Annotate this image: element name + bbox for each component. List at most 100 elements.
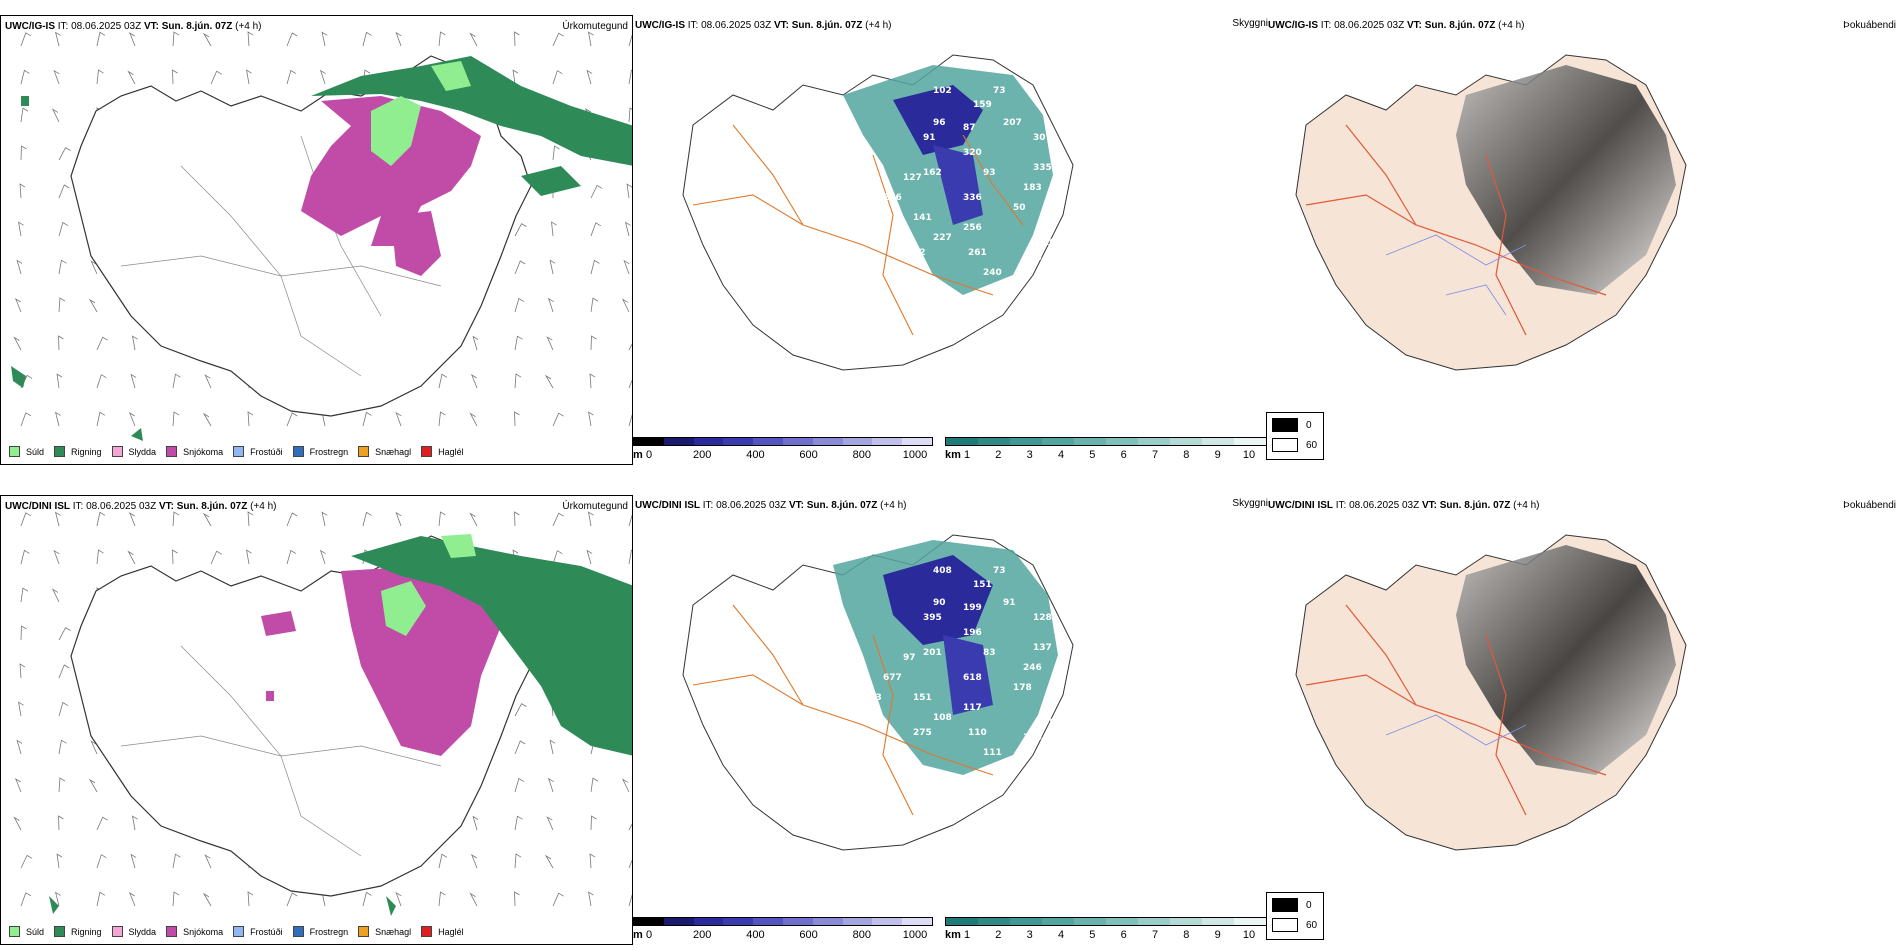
wind-barb bbox=[202, 32, 212, 47]
colorbar-swatch bbox=[693, 438, 724, 445]
map-number-label: 98 bbox=[1043, 718, 1056, 728]
fog-legend-label: 60 bbox=[1306, 919, 1318, 931]
wind-barb bbox=[362, 511, 372, 527]
wind-barb bbox=[58, 777, 66, 793]
wind-barb bbox=[514, 891, 520, 907]
colorbar-tick-label: 6 bbox=[1120, 449, 1127, 461]
colorbar-swatch bbox=[1010, 918, 1042, 925]
wind-barb bbox=[16, 739, 23, 755]
colorbar-swatch bbox=[1138, 438, 1170, 445]
map-number-label: 246 bbox=[1023, 663, 1042, 673]
fog-panel-row1: UWC/IG-IS IT: 08.06.2025 03Z VT: Sun. 8.… bbox=[1266, 15, 1900, 465]
legend-label: Haglél bbox=[438, 446, 464, 457]
map-number-label: 128 bbox=[1033, 613, 1052, 623]
wind-barb bbox=[96, 31, 106, 47]
model-name: UWC/IG-IS bbox=[5, 21, 55, 32]
wind-barb bbox=[472, 815, 479, 831]
precip-type-map-row1 bbox=[11, 31, 632, 441]
colorbar-swatch bbox=[723, 918, 754, 925]
colorbar-tick-label: 200 bbox=[693, 449, 712, 461]
wind-barb bbox=[628, 859, 632, 869]
colorbar-swatch bbox=[812, 438, 843, 445]
wind-barb bbox=[362, 411, 372, 427]
wind-barb bbox=[321, 31, 328, 47]
legend-label: Frostúði bbox=[250, 926, 283, 937]
legend-label: Snæhagl bbox=[375, 446, 412, 457]
wind-barb bbox=[56, 373, 63, 389]
map-number-label: 50 bbox=[1013, 203, 1026, 213]
wind-barb bbox=[590, 297, 599, 313]
elevation-colorbar-row1: m 0 200 400 600 800 1000 bbox=[633, 437, 933, 463]
map-number-label: 240 bbox=[983, 268, 1002, 278]
map-number-label: 151 bbox=[973, 580, 992, 590]
it-value: 08.06.2025 03Z bbox=[86, 501, 157, 512]
fog-map-row1 bbox=[1295, 54, 1687, 371]
wind-barb bbox=[514, 223, 527, 237]
colorbar-swatch bbox=[634, 918, 664, 925]
colorbar-swatch bbox=[1042, 438, 1074, 445]
map-number-label: 336 bbox=[963, 193, 982, 203]
roads bbox=[692, 124, 1024, 336]
wind-barb bbox=[19, 183, 26, 199]
fog-legend-label: 0 bbox=[1306, 899, 1312, 911]
wind-barb bbox=[621, 778, 630, 793]
legend-swatch bbox=[292, 926, 304, 937]
colorbar-tick-label: 8 bbox=[1183, 929, 1190, 941]
legend-swatch bbox=[166, 926, 178, 937]
wind-barb bbox=[54, 411, 61, 427]
map-number-label: 127 bbox=[903, 173, 922, 183]
it-label: IT: bbox=[1335, 500, 1347, 511]
fog-area bbox=[1456, 545, 1676, 775]
wind-barb bbox=[127, 70, 136, 85]
colorbar-swatch bbox=[1202, 438, 1234, 445]
it-value: 08.06.2025 03Z bbox=[701, 20, 772, 31]
legend-label: Súld bbox=[26, 926, 45, 937]
colorbar-tick-label: 3 bbox=[1026, 929, 1033, 941]
legend-swatch bbox=[358, 926, 370, 937]
wind-barb bbox=[438, 31, 446, 47]
vt-value: Sun. 8.jún. 07Z bbox=[176, 501, 248, 512]
colorbar-tick-label: 800 bbox=[852, 929, 871, 941]
snow-area bbox=[261, 566, 501, 756]
wind-barb bbox=[286, 32, 298, 47]
colorbar-swatch bbox=[1010, 438, 1042, 445]
wind-barb bbox=[58, 259, 67, 275]
wind-barb bbox=[514, 853, 522, 869]
visibility-colorbar-row1: km 1 2 3 4 5 6 7 8 9 10 bbox=[945, 437, 1267, 463]
map-number-label: 395 bbox=[923, 613, 942, 623]
wind-barb bbox=[172, 891, 180, 907]
wind-barb bbox=[438, 853, 448, 869]
legend-swatch bbox=[111, 926, 123, 937]
snow-area bbox=[301, 96, 481, 276]
wind-barb bbox=[132, 815, 138, 831]
colorbar-unit: m bbox=[633, 449, 643, 461]
wind-barb bbox=[246, 69, 252, 85]
it-label: IT: bbox=[57, 21, 69, 32]
header-row1-vis: UWC/IG-IS IT: 08.06.2025 03Z VT: Sun. 8.… bbox=[635, 20, 892, 32]
it-label: IT: bbox=[1320, 20, 1332, 31]
map-number-label: 275 bbox=[913, 728, 932, 738]
header-row1-fog: UWC/IG-IS IT: 08.06.2025 03Z VT: Sun. 8.… bbox=[1268, 20, 1525, 32]
vt-label: VT: bbox=[788, 500, 804, 511]
legend-item-súld: Súld bbox=[9, 926, 44, 937]
wind-barb bbox=[58, 815, 64, 831]
legend-label: Rigning bbox=[71, 446, 102, 457]
colorbar-swatch bbox=[902, 438, 932, 445]
legend-swatch bbox=[54, 926, 66, 937]
wind-barb bbox=[286, 69, 297, 85]
wind-barb bbox=[96, 374, 107, 389]
wind-barb bbox=[321, 511, 328, 527]
wind-barb bbox=[58, 297, 66, 313]
legend-item-frostregn: Frostregn bbox=[292, 926, 348, 937]
wind-barb bbox=[514, 31, 520, 47]
wind-barb bbox=[514, 815, 523, 831]
legend-item-frostúði: Frostúði bbox=[233, 446, 283, 457]
wind-barb bbox=[628, 69, 632, 85]
fog-swatch-60 bbox=[1272, 438, 1298, 452]
wind-barb bbox=[96, 69, 104, 85]
legend-item-snjókoma: Snjókoma bbox=[166, 926, 223, 937]
panel-title-visibility: Skyggni bbox=[1232, 498, 1268, 509]
map-number-label: 108 bbox=[1043, 238, 1062, 248]
colorbar-swatch bbox=[1074, 918, 1106, 925]
wind-barb bbox=[628, 343, 632, 351]
